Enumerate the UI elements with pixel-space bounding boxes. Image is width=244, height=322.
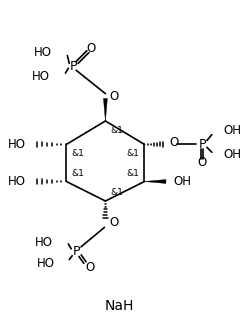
Text: OH: OH [224, 124, 242, 137]
Text: P: P [70, 60, 77, 73]
Text: HO: HO [35, 235, 53, 249]
Text: OH: OH [224, 148, 242, 161]
Polygon shape [144, 180, 166, 184]
Text: O: O [85, 261, 94, 274]
Text: O: O [170, 136, 179, 149]
Text: O: O [86, 42, 95, 55]
Text: &1: &1 [110, 126, 123, 135]
Text: HO: HO [7, 138, 25, 151]
Text: &1: &1 [110, 188, 123, 197]
Text: O: O [109, 216, 119, 229]
Text: NaH: NaH [104, 299, 134, 313]
Text: &1: &1 [127, 149, 140, 158]
Text: HO: HO [7, 175, 25, 188]
Text: O: O [109, 90, 119, 103]
Text: &1: &1 [127, 169, 140, 178]
Text: HO: HO [34, 46, 52, 59]
Text: P: P [72, 245, 80, 258]
Polygon shape [103, 99, 107, 121]
Text: HO: HO [37, 257, 55, 270]
Text: P: P [198, 138, 206, 151]
Text: &1: &1 [71, 169, 84, 178]
Text: OH: OH [174, 175, 192, 188]
Text: O: O [197, 156, 207, 169]
Text: HO: HO [32, 70, 50, 82]
Text: &1: &1 [71, 149, 84, 158]
